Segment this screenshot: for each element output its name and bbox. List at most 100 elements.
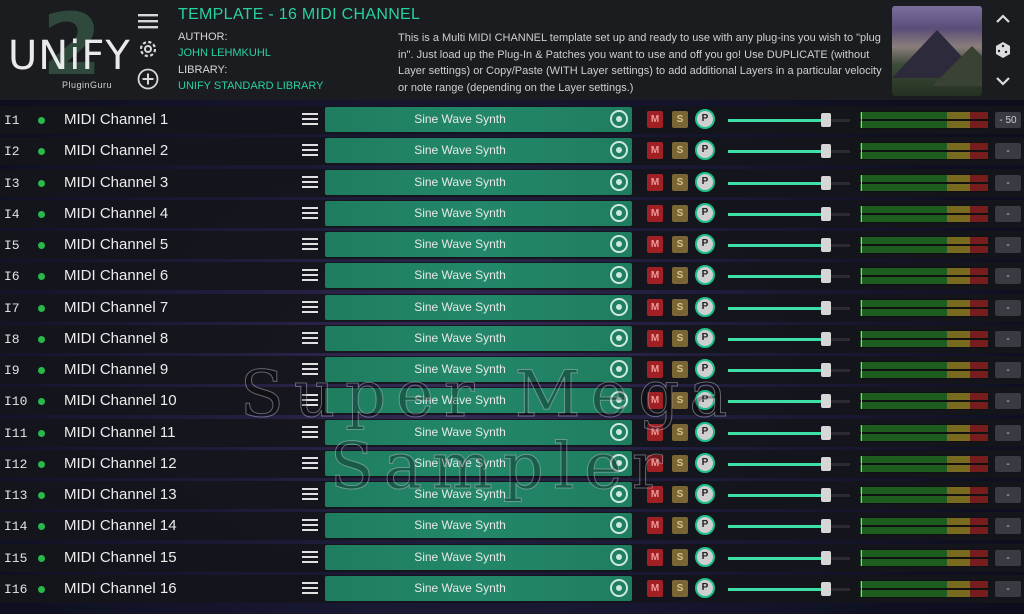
gear-icon[interactable] [137, 38, 159, 60]
solo-button[interactable]: S [672, 111, 688, 128]
layer-menu-icon[interactable] [302, 394, 318, 408]
solo-button[interactable]: S [672, 549, 688, 566]
mute-button[interactable]: M [647, 142, 663, 159]
layer-row[interactable]: I14 MIDI Channel 14 Sine Wave Synth M S P - [0, 512, 1024, 540]
pan-knob[interactable]: P [695, 203, 715, 223]
volume-readout[interactable]: - [995, 518, 1021, 534]
layer-name[interactable]: MIDI Channel 4 [64, 205, 169, 222]
pan-knob[interactable]: P [695, 578, 715, 598]
power-icon[interactable] [610, 516, 628, 534]
volume-slider[interactable] [728, 113, 850, 127]
layer-name[interactable]: MIDI Channel 2 [64, 142, 169, 159]
plugin-slot[interactable]: Sine Wave Synth [325, 107, 632, 132]
layer-menu-icon[interactable] [302, 551, 318, 565]
power-icon[interactable] [610, 329, 628, 347]
power-icon[interactable] [610, 204, 628, 222]
layer-active-indicator[interactable] [38, 523, 45, 530]
solo-button[interactable]: S [672, 299, 688, 316]
solo-button[interactable]: S [672, 236, 688, 253]
layer-menu-icon[interactable] [302, 269, 318, 283]
solo-button[interactable]: S [672, 455, 688, 472]
layer-name[interactable]: MIDI Channel 6 [64, 267, 169, 284]
solo-button[interactable]: S [672, 330, 688, 347]
pan-knob[interactable]: P [695, 109, 715, 129]
volume-readout[interactable]: - [995, 425, 1021, 441]
plugin-slot[interactable]: Sine Wave Synth [325, 357, 632, 382]
volume-slider[interactable] [728, 394, 850, 408]
volume-slider[interactable] [728, 426, 850, 440]
solo-button[interactable]: S [672, 486, 688, 503]
layer-row[interactable]: I16 MIDI Channel 16 Sine Wave Synth M S P - [0, 575, 1024, 603]
layer-menu-icon[interactable] [302, 582, 318, 596]
plugin-slot[interactable]: Sine Wave Synth [325, 326, 632, 351]
layer-row[interactable]: I15 MIDI Channel 15 Sine Wave Synth M S P - [0, 544, 1024, 572]
library-value[interactable]: UNIFY STANDARD LIBRARY [178, 80, 324, 92]
volume-slider[interactable] [728, 332, 850, 346]
layer-row[interactable]: I5 MIDI Channel 5 Sine Wave Synth M S P - [0, 231, 1024, 259]
volume-slider-thumb[interactable] [820, 301, 831, 315]
layer-active-indicator[interactable] [38, 336, 45, 343]
plugin-slot[interactable]: Sine Wave Synth [325, 576, 632, 601]
plugin-slot[interactable]: Sine Wave Synth [325, 388, 632, 413]
layer-menu-icon[interactable] [302, 238, 318, 252]
power-icon[interactable] [610, 423, 628, 441]
power-icon[interactable] [610, 579, 628, 597]
solo-button[interactable]: S [672, 361, 688, 378]
volume-slider[interactable] [728, 207, 850, 221]
solo-button[interactable]: S [672, 424, 688, 441]
volume-slider-thumb[interactable] [820, 363, 831, 377]
layer-menu-icon[interactable] [302, 426, 318, 440]
layer-name[interactable]: MIDI Channel 5 [64, 236, 169, 253]
volume-readout[interactable]: - [995, 581, 1021, 597]
power-icon[interactable] [610, 266, 628, 284]
volume-readout[interactable]: - [995, 268, 1021, 284]
volume-slider-thumb[interactable] [820, 582, 831, 596]
plugin-slot[interactable]: Sine Wave Synth [325, 263, 632, 288]
mute-button[interactable]: M [647, 299, 663, 316]
volume-readout[interactable]: - [995, 237, 1021, 253]
layer-row[interactable]: I10 MIDI Channel 10 Sine Wave Synth M S P - [0, 387, 1024, 415]
layer-name[interactable]: MIDI Channel 13 [64, 486, 177, 503]
layer-active-indicator[interactable] [38, 398, 45, 405]
volume-readout[interactable]: - [995, 487, 1021, 503]
layer-active-indicator[interactable] [38, 555, 45, 562]
volume-slider-thumb[interactable] [820, 488, 831, 502]
solo-button[interactable]: S [672, 174, 688, 191]
mute-button[interactable]: M [647, 517, 663, 534]
volume-slider[interactable] [728, 488, 850, 502]
mute-button[interactable]: M [647, 486, 663, 503]
layer-row[interactable]: I3 MIDI Channel 3 Sine Wave Synth M S P - [0, 169, 1024, 197]
pan-knob[interactable]: P [695, 422, 715, 442]
layer-name[interactable]: MIDI Channel 1 [64, 111, 169, 128]
layer-active-indicator[interactable] [38, 430, 45, 437]
volume-slider[interactable] [728, 363, 850, 377]
mute-button[interactable]: M [647, 424, 663, 441]
layer-active-indicator[interactable] [38, 586, 45, 593]
layer-active-indicator[interactable] [38, 242, 45, 249]
layer-active-indicator[interactable] [38, 492, 45, 499]
plugin-slot[interactable]: Sine Wave Synth [325, 513, 632, 538]
solo-button[interactable]: S [672, 392, 688, 409]
pan-knob[interactable]: P [695, 453, 715, 473]
layer-menu-icon[interactable] [302, 176, 318, 190]
volume-slider-thumb[interactable] [820, 332, 831, 346]
volume-slider[interactable] [728, 144, 850, 158]
author-value[interactable]: JOHN LEHMKUHL [178, 47, 271, 59]
chevron-up-icon[interactable] [990, 8, 1016, 30]
volume-slider[interactable] [728, 238, 850, 252]
volume-readout[interactable]: - [995, 550, 1021, 566]
volume-readout[interactable]: - [995, 300, 1021, 316]
layer-name[interactable]: MIDI Channel 14 [64, 517, 177, 534]
pan-knob[interactable]: P [695, 484, 715, 504]
pan-knob[interactable]: P [695, 390, 715, 410]
layer-row[interactable]: I1 MIDI Channel 1 Sine Wave Synth M S P - 50 [0, 106, 1024, 134]
volume-readout[interactable]: - [995, 456, 1021, 472]
volume-slider-thumb[interactable] [820, 394, 831, 408]
plugin-slot[interactable]: Sine Wave Synth [325, 545, 632, 570]
layer-name[interactable]: MIDI Channel 11 [64, 424, 176, 441]
layer-active-indicator[interactable] [38, 211, 45, 218]
solo-button[interactable]: S [672, 205, 688, 222]
power-icon[interactable] [610, 485, 628, 503]
plugin-slot[interactable]: Sine Wave Synth [325, 170, 632, 195]
mute-button[interactable]: M [647, 361, 663, 378]
